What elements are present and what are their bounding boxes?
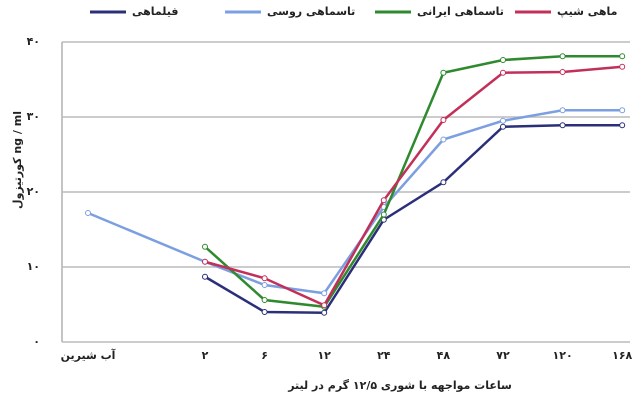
point [261,282,268,288]
point [559,53,566,60]
point [261,309,268,315]
point [440,117,447,123]
point [500,123,506,130]
x-tick-label: ۱۲ [317,349,331,362]
x-tick-label: ۲ [202,349,209,362]
point [500,57,506,63]
point [619,107,626,114]
point [440,136,447,143]
point [202,258,208,265]
point [321,309,328,316]
point [261,275,268,282]
x-tick-label: ۲۴ [377,349,391,362]
point [202,273,208,280]
series-line [204,55,623,309]
legend-label: تاسماهی روسی [267,5,355,18]
point [85,210,91,216]
x-tick-label: ۱۶۸ [612,349,632,362]
legend-label: فیلماهی [132,5,178,18]
point [380,211,387,218]
point [321,290,328,297]
point [440,179,447,186]
point [261,297,268,303]
point [559,69,566,75]
point [440,69,447,76]
legend-label: تاسماهی ایرانی [417,5,504,18]
series-line [204,65,623,307]
y-tick-label: ۱۰ [27,260,40,273]
y-axis-label: کورتیزول ng / ml [11,111,24,209]
y-tick-label: ۳۰ [27,110,40,123]
point [559,122,566,129]
y-tick-label: ۰ [33,335,40,348]
y-tick-label: ۴۰ [27,35,40,48]
point [619,63,626,70]
x-axis-label: ساعات مواجهه با شوری ۱۲/۵ گرم در لیتر [287,379,512,392]
x-tick-label: ۶ [261,349,268,362]
point [500,117,506,124]
series-line [204,124,623,315]
x-tick-label: ۴۸ [437,349,451,362]
point [380,197,387,204]
point [321,302,328,309]
y-tick-label: ۲۰ [27,185,40,198]
x-tick-label: ۷۲ [496,349,510,362]
point [500,69,506,76]
legend-label: ماهی شیپ [557,5,617,18]
point [559,107,566,114]
point [619,53,626,60]
x-tick-label: ۱۲۰ [553,349,573,362]
point [202,243,208,250]
x-tick-label: آب شیرین [61,348,116,362]
point [619,122,626,129]
